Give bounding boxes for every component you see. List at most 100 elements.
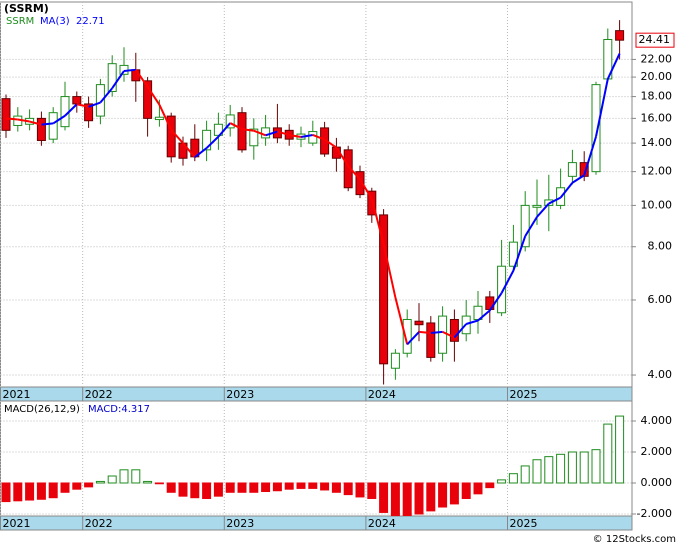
candle-body [532, 204, 542, 208]
candle-body [225, 114, 235, 129]
candle-body [355, 171, 365, 196]
x-tick-label: 2022 [85, 517, 113, 530]
candle-body [48, 112, 58, 140]
ma-line-segment [52, 114, 66, 125]
y-tick-label: 2.000 [641, 445, 673, 458]
macd-bar [438, 482, 448, 508]
y-tick-label: 8.00 [648, 240, 673, 253]
macd-bar [261, 482, 271, 493]
ma-line-segment [217, 122, 231, 138]
macd-bar [355, 482, 365, 498]
macd-bar [202, 482, 212, 499]
macd-bar [272, 482, 282, 492]
ma-line-segment [29, 120, 42, 126]
legend-ma: MA(3) [40, 16, 70, 27]
ma-line-segment [500, 270, 515, 294]
ma-line-segment [134, 69, 149, 88]
ma-line-segment [512, 235, 527, 271]
candle-body [402, 318, 412, 354]
footer: © 12Stocks.com [593, 534, 676, 545]
macd-bar [190, 482, 200, 499]
y-tick-label: 18.00 [641, 90, 673, 103]
macd-bar [544, 456, 554, 484]
ma-line-segment [536, 202, 550, 218]
ma-line-segment [41, 122, 54, 126]
last-price-label: 24.41 [639, 33, 671, 46]
candle-body [95, 84, 105, 117]
y-tick-label: 14.00 [641, 136, 673, 149]
ma-line-segment [229, 122, 243, 130]
macd-bar [296, 482, 306, 489]
x-tick-label: 2022 [85, 388, 113, 401]
candle-body [497, 265, 507, 314]
candle-body [166, 115, 176, 158]
candle-body [414, 320, 424, 326]
ma-line-segment [205, 135, 220, 149]
candle-body [591, 84, 601, 173]
macd-bar [567, 451, 577, 484]
ma-line-segment [312, 134, 325, 141]
y-tick-label: 10.00 [641, 198, 673, 211]
ma-line-segment [583, 136, 597, 176]
ma-line-segment [88, 101, 101, 108]
ma-line-segment [571, 174, 585, 184]
macd-bar [36, 482, 46, 500]
candle-body [107, 63, 117, 93]
candle-body [390, 352, 400, 369]
macd-bar [13, 482, 23, 502]
ma-line-segment [442, 330, 455, 339]
ma-line-segment [182, 142, 196, 158]
x-tick-label: 2024 [368, 388, 396, 401]
ma-line-segment [146, 86, 161, 106]
candle-body [202, 129, 212, 151]
ma-line-segment [194, 147, 208, 159]
candle-body [567, 162, 577, 177]
candle-body [320, 127, 330, 155]
macd-bar [72, 482, 82, 490]
macd-bar [284, 482, 294, 490]
macd-bar [532, 459, 542, 484]
macd-bar [449, 482, 459, 505]
ma-line-segment [465, 319, 479, 325]
ma-line-segment [289, 133, 302, 138]
candle-body [367, 190, 377, 216]
x-tick-label: 2025 [510, 517, 538, 530]
macd-bar [591, 449, 601, 484]
chart-title: MACD(26,12,9) [4, 404, 80, 415]
candle-body [84, 103, 94, 122]
y-tick-label: 0.000 [641, 476, 673, 489]
y-tick-label: -2.000 [637, 507, 672, 520]
candle-body [143, 80, 153, 119]
ma-line-segment [265, 130, 278, 137]
candle-body [615, 30, 625, 41]
macd-bar [249, 482, 259, 493]
macd-bar [25, 482, 35, 501]
macd-bar [60, 482, 70, 493]
legend-symbol: SSRM [6, 16, 34, 27]
ma-line-segment [359, 179, 373, 200]
ma-line-segment [5, 117, 18, 121]
ma-line-segment [300, 133, 313, 138]
macd-bar [461, 482, 471, 499]
macd-bar [603, 423, 613, 484]
macd-bar [107, 475, 117, 484]
ma-line-segment [123, 68, 136, 72]
ma-line-segment [17, 118, 30, 123]
panel [0, 1, 633, 388]
candle-body [508, 241, 518, 267]
legend-macd: MACD:4.317 [88, 404, 150, 415]
candle-body [343, 149, 353, 189]
macd-bar [131, 469, 141, 484]
ma-line-segment [382, 243, 397, 298]
chart-title: (SSRM) [4, 2, 49, 15]
ma-line-segment [370, 198, 385, 245]
ma-line-segment [488, 292, 503, 312]
macd-bar [579, 451, 589, 484]
macd-bar [119, 469, 129, 484]
y-tick-label: 20.00 [641, 70, 673, 83]
ma-line-segment [595, 78, 609, 137]
candle-body [379, 214, 389, 365]
macd-bar [402, 482, 412, 517]
macd-bar [213, 482, 223, 497]
